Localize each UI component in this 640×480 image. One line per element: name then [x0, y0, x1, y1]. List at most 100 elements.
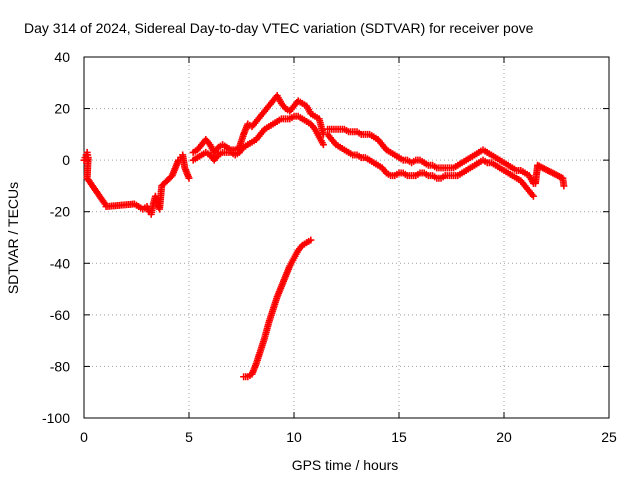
data-point-fill: [275, 116, 283, 124]
data-point-fill: [347, 150, 355, 158]
data-point-fill: [523, 170, 531, 178]
data-point-fill: [355, 129, 363, 137]
data-point-fill: [368, 132, 376, 140]
data-marks: [80, 92, 568, 381]
data-point-fill: [473, 150, 481, 158]
data-point-fill: [277, 284, 285, 292]
data-point-fill: [485, 150, 493, 158]
data-point-fill: [469, 152, 476, 160]
data-point-fill: [427, 161, 434, 169]
data-point-fill: [260, 336, 268, 344]
data-point-fill: [172, 163, 180, 171]
data-point-fill: [225, 148, 233, 156]
y-tick-label: -80: [50, 358, 70, 374]
x-tick-label: 10: [286, 429, 302, 445]
data-point-fill: [439, 173, 447, 181]
data-point-fill: [452, 163, 460, 171]
data-point-fill: [217, 150, 224, 158]
data-point-fill: [519, 168, 527, 176]
data-point-fill: [464, 155, 472, 163]
data-point-fill: [448, 164, 455, 172]
data-point-fill: [292, 112, 300, 120]
data-point-fill: [305, 237, 313, 245]
y-tick-label: -100: [42, 410, 70, 426]
data-point-fill: [158, 184, 166, 192]
grid-layer: [84, 57, 609, 418]
data-point-fill: [560, 180, 568, 188]
sdtvar-late: [532, 161, 568, 190]
data-point-fill: [276, 97, 284, 105]
data-point-fill: [431, 173, 439, 181]
y-tick-label: -60: [50, 307, 70, 323]
data-point-fill: [422, 170, 430, 178]
data-point-fill: [334, 142, 342, 150]
sdtvar-main-upper: [189, 92, 327, 156]
data-point-fill: [351, 151, 359, 159]
data-point-fill: [414, 170, 422, 178]
data-point-fill: [481, 157, 489, 165]
data-point-fill: [528, 191, 536, 199]
data-point-fill: [133, 201, 140, 209]
data-point-fill: [393, 170, 401, 178]
sdtvar-mid-upper: [324, 125, 537, 187]
data-point-fill: [427, 172, 434, 180]
data-point-fill: [100, 198, 108, 206]
data-point-fill: [296, 114, 304, 122]
sdtvar-main-lower: [189, 112, 327, 164]
data-point-fill: [284, 115, 292, 123]
data-point-fill: [389, 172, 397, 180]
data-point-fill: [246, 139, 254, 147]
data-point-fill: [338, 145, 346, 153]
data-point-fill: [343, 126, 350, 134]
data-point-fill: [469, 163, 476, 171]
data-point-fill: [502, 168, 510, 176]
x-tick-label: 15: [391, 429, 407, 445]
data-point-fill: [343, 147, 350, 155]
data-point-fill: [338, 125, 346, 133]
data-point-fill: [401, 156, 409, 164]
data-point-fill: [239, 132, 247, 140]
data-point-fill: [460, 168, 468, 176]
data-point-fill: [281, 274, 289, 282]
data-point-fill: [506, 170, 514, 178]
data-point-fill: [464, 165, 472, 173]
data-point-fill: [422, 160, 430, 168]
data-point-fill: [174, 158, 182, 166]
data-point-fill: [410, 172, 418, 180]
plot-frame: [83, 56, 610, 419]
x-tick-label: 5: [185, 429, 193, 445]
data-point-fill: [301, 116, 308, 124]
sdtvar-arc: [240, 236, 315, 381]
data-point-fill: [460, 157, 468, 165]
data-point-fill: [289, 256, 297, 264]
data-point-fill: [242, 373, 250, 381]
data-point-fill: [166, 174, 174, 182]
data-point-fill: [490, 160, 497, 168]
data-point-fill: [268, 308, 276, 316]
data-point-fill: [393, 152, 401, 160]
x-tick-label: 25: [601, 429, 617, 445]
data-point-fill: [191, 155, 199, 163]
data-point-fill: [242, 142, 250, 150]
data-point-fill: [83, 172, 91, 180]
data-point-fill: [355, 152, 363, 160]
data-point-fill: [267, 121, 275, 129]
data-point-fill: [485, 159, 493, 167]
data-point-fill: [184, 172, 192, 180]
x-tick-label: 0: [80, 429, 88, 445]
data-point-fill: [318, 139, 326, 147]
data-point-fill: [389, 150, 397, 158]
data-point-fill: [256, 349, 264, 357]
data-point-fill: [273, 295, 281, 303]
data-point-fill: [490, 152, 497, 160]
data-point-fill: [205, 139, 213, 147]
y-tick-label: 40: [54, 49, 70, 65]
data-point-fill: [456, 170, 464, 178]
data-point-fill: [511, 165, 518, 173]
data-point-fill: [364, 130, 371, 138]
data-point-fill: [306, 108, 314, 116]
data-point-fill: [314, 131, 322, 139]
data-point-fill: [435, 174, 443, 182]
data-point-fill: [293, 248, 301, 256]
x-tick-label: 20: [496, 429, 512, 445]
